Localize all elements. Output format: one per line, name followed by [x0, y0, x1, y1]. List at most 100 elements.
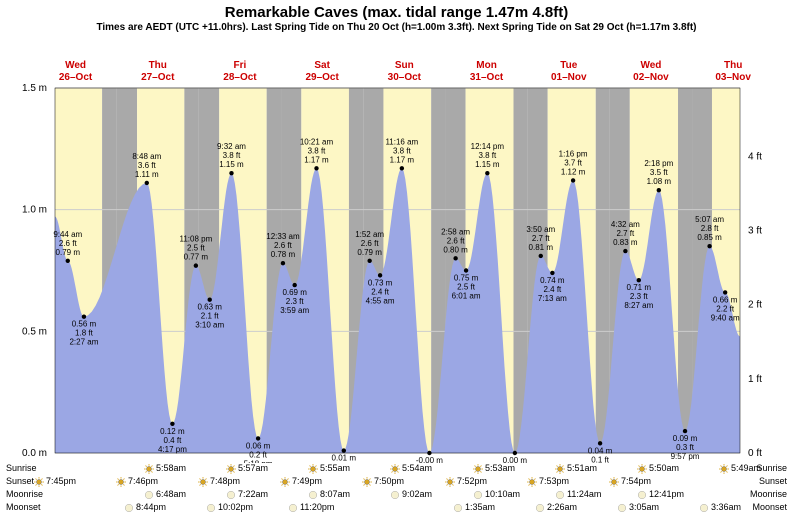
- svg-text:0.01 m: 0.01 m: [332, 454, 357, 463]
- svg-text:2.6 ft: 2.6 ft: [447, 236, 466, 245]
- svg-text:0.63 m: 0.63 m: [197, 303, 222, 312]
- astro-row-moonrise: Moonrise 6:48am7:22am8:07am9:02am10:10am…: [0, 489, 793, 502]
- svg-text:2.7 ft: 2.7 ft: [616, 229, 635, 238]
- svg-text:26–Oct: 26–Oct: [59, 72, 93, 83]
- svg-text:1.5 m: 1.5 m: [22, 83, 47, 94]
- svg-text:-0.00 m: -0.00 m: [416, 456, 443, 463]
- moon-icon: [699, 503, 709, 513]
- svg-text:0.69 m: 0.69 m: [282, 288, 307, 297]
- svg-text:3 ft: 3 ft: [748, 225, 762, 236]
- astro-cell: 7:52pm: [445, 476, 487, 487]
- astro-row-sunrise: Sunrise 5:58am5:57am5:55am5:54am5:53am5:…: [0, 463, 793, 476]
- svg-text:0.1 ft: 0.1 ft: [591, 455, 610, 463]
- svg-text:11:16 am: 11:16 am: [385, 137, 418, 146]
- moon-icon: [473, 490, 483, 500]
- svg-text:0.09 m: 0.09 m: [673, 434, 698, 443]
- svg-text:2.4 ft: 2.4 ft: [371, 287, 390, 296]
- astro-cell: 1:35am: [453, 502, 495, 513]
- astro-cell: 5:49am: [719, 463, 761, 474]
- astro-cell: 5:58am: [144, 463, 186, 474]
- svg-text:0.75 m: 0.75 m: [454, 274, 479, 283]
- moon-icon: [453, 503, 463, 513]
- svg-text:30–Oct: 30–Oct: [388, 72, 422, 83]
- astro-cell: 7:46pm: [116, 476, 158, 487]
- svg-text:3.8 ft: 3.8 ft: [223, 151, 242, 160]
- moon-icon: [288, 503, 298, 513]
- svg-text:2.8 ft: 2.8 ft: [701, 224, 720, 233]
- svg-text:4:32 am: 4:32 am: [611, 220, 640, 229]
- svg-text:1.17 m: 1.17 m: [390, 155, 415, 164]
- sun-icon: [555, 464, 565, 474]
- svg-text:01–Nov: 01–Nov: [551, 72, 587, 83]
- svg-text:4:17 pm: 4:17 pm: [158, 445, 187, 454]
- sun-icon: [527, 477, 537, 487]
- svg-text:Thu: Thu: [724, 60, 742, 71]
- chart-title: Remarkable Caves (max. tidal range 1.47m…: [0, 0, 793, 21]
- svg-text:Wed: Wed: [65, 60, 86, 71]
- svg-text:2.1 ft: 2.1 ft: [201, 312, 220, 321]
- svg-text:1.15 m: 1.15 m: [219, 160, 244, 169]
- svg-text:1.0 m: 1.0 m: [22, 205, 47, 216]
- astro-cell: 11:24am: [555, 489, 601, 500]
- svg-text:2:18 pm: 2:18 pm: [644, 159, 673, 168]
- svg-text:1 ft: 1 ft: [748, 374, 762, 385]
- astro-cell: 8:44pm: [124, 502, 166, 513]
- svg-text:0.80 m: 0.80 m: [443, 245, 468, 254]
- astro-cell: 5:53am: [473, 463, 515, 474]
- svg-text:9:57 pm: 9:57 pm: [671, 452, 700, 461]
- moon-icon: [226, 490, 236, 500]
- astro-row-sunset: Sunset 7:45pm7:46pm7:48pm7:49pm7:50pm7:5…: [0, 476, 793, 489]
- svg-text:3.8 ft: 3.8 ft: [308, 146, 327, 155]
- svg-text:1:52 am: 1:52 am: [355, 230, 384, 239]
- svg-text:2.2 ft: 2.2 ft: [716, 304, 735, 313]
- astro-cell: 7:45pm: [34, 476, 76, 487]
- moon-icon: [144, 490, 154, 500]
- astro-label: Moonset: [752, 502, 787, 512]
- svg-text:9:32 am: 9:32 am: [217, 142, 246, 151]
- svg-text:0.5 m: 0.5 m: [22, 326, 47, 337]
- svg-text:Sun: Sun: [395, 60, 414, 71]
- svg-text:0.56 m: 0.56 m: [72, 320, 97, 329]
- sun-icon: [34, 477, 44, 487]
- svg-text:2.3 ft: 2.3 ft: [286, 297, 305, 306]
- astro-cell: 5:51am: [555, 463, 597, 474]
- astro-cell: 7:53pm: [527, 476, 569, 487]
- svg-text:2:27 am: 2:27 am: [69, 338, 98, 347]
- svg-text:1.8 ft: 1.8 ft: [75, 329, 94, 338]
- svg-text:03–Nov: 03–Nov: [715, 72, 751, 83]
- astro-cell: 7:50pm: [362, 476, 404, 487]
- astro-cell: 3:36am: [699, 502, 741, 513]
- astro-label: Moonrise: [6, 489, 43, 499]
- astro-label: Moonset: [6, 502, 41, 512]
- svg-text:0.79 m: 0.79 m: [357, 248, 382, 257]
- svg-text:2.5 ft: 2.5 ft: [187, 244, 206, 253]
- svg-text:2.7 ft: 2.7 ft: [532, 234, 551, 243]
- svg-text:3:59 am: 3:59 am: [280, 306, 309, 315]
- svg-text:Mon: Mon: [476, 60, 497, 71]
- moon-icon: [637, 490, 647, 500]
- svg-text:5:07 am: 5:07 am: [695, 215, 724, 224]
- svg-text:0.66 m: 0.66 m: [713, 295, 738, 304]
- astro-cell: 5:55am: [308, 463, 350, 474]
- astro-label: Sunrise: [6, 463, 37, 473]
- astro-cell: 7:48pm: [198, 476, 240, 487]
- svg-text:2.6 ft: 2.6 ft: [59, 239, 78, 248]
- svg-text:31–Oct: 31–Oct: [470, 72, 504, 83]
- svg-text:2.5 ft: 2.5 ft: [457, 283, 476, 292]
- svg-text:7:13 am: 7:13 am: [538, 294, 567, 303]
- svg-text:2.6 ft: 2.6 ft: [274, 241, 293, 250]
- svg-text:8:48 am: 8:48 am: [132, 152, 161, 161]
- svg-text:0.3 ft: 0.3 ft: [676, 443, 695, 452]
- svg-text:0 ft: 0 ft: [748, 448, 762, 459]
- svg-text:2.6 ft: 2.6 ft: [361, 239, 380, 248]
- tide-chart: 0.0 m0.5 m1.0 m1.5 m0 ft1 ft2 ft3 ft4 ft…: [0, 33, 793, 515]
- svg-text:11:08 pm: 11:08 pm: [179, 235, 212, 244]
- astro-label: Sunset: [6, 476, 34, 486]
- astro-row-moonset: Moonset 8:44pm10:02pm11:20pm1:35am2:26am…: [0, 502, 793, 515]
- astro-cell: 10:10am: [473, 489, 520, 500]
- moon-icon: [555, 490, 565, 500]
- sun-icon: [637, 464, 647, 474]
- svg-text:4:55 am: 4:55 am: [366, 296, 395, 305]
- svg-text:0.4 ft: 0.4 ft: [164, 436, 183, 445]
- svg-text:2:58 am: 2:58 am: [441, 227, 470, 236]
